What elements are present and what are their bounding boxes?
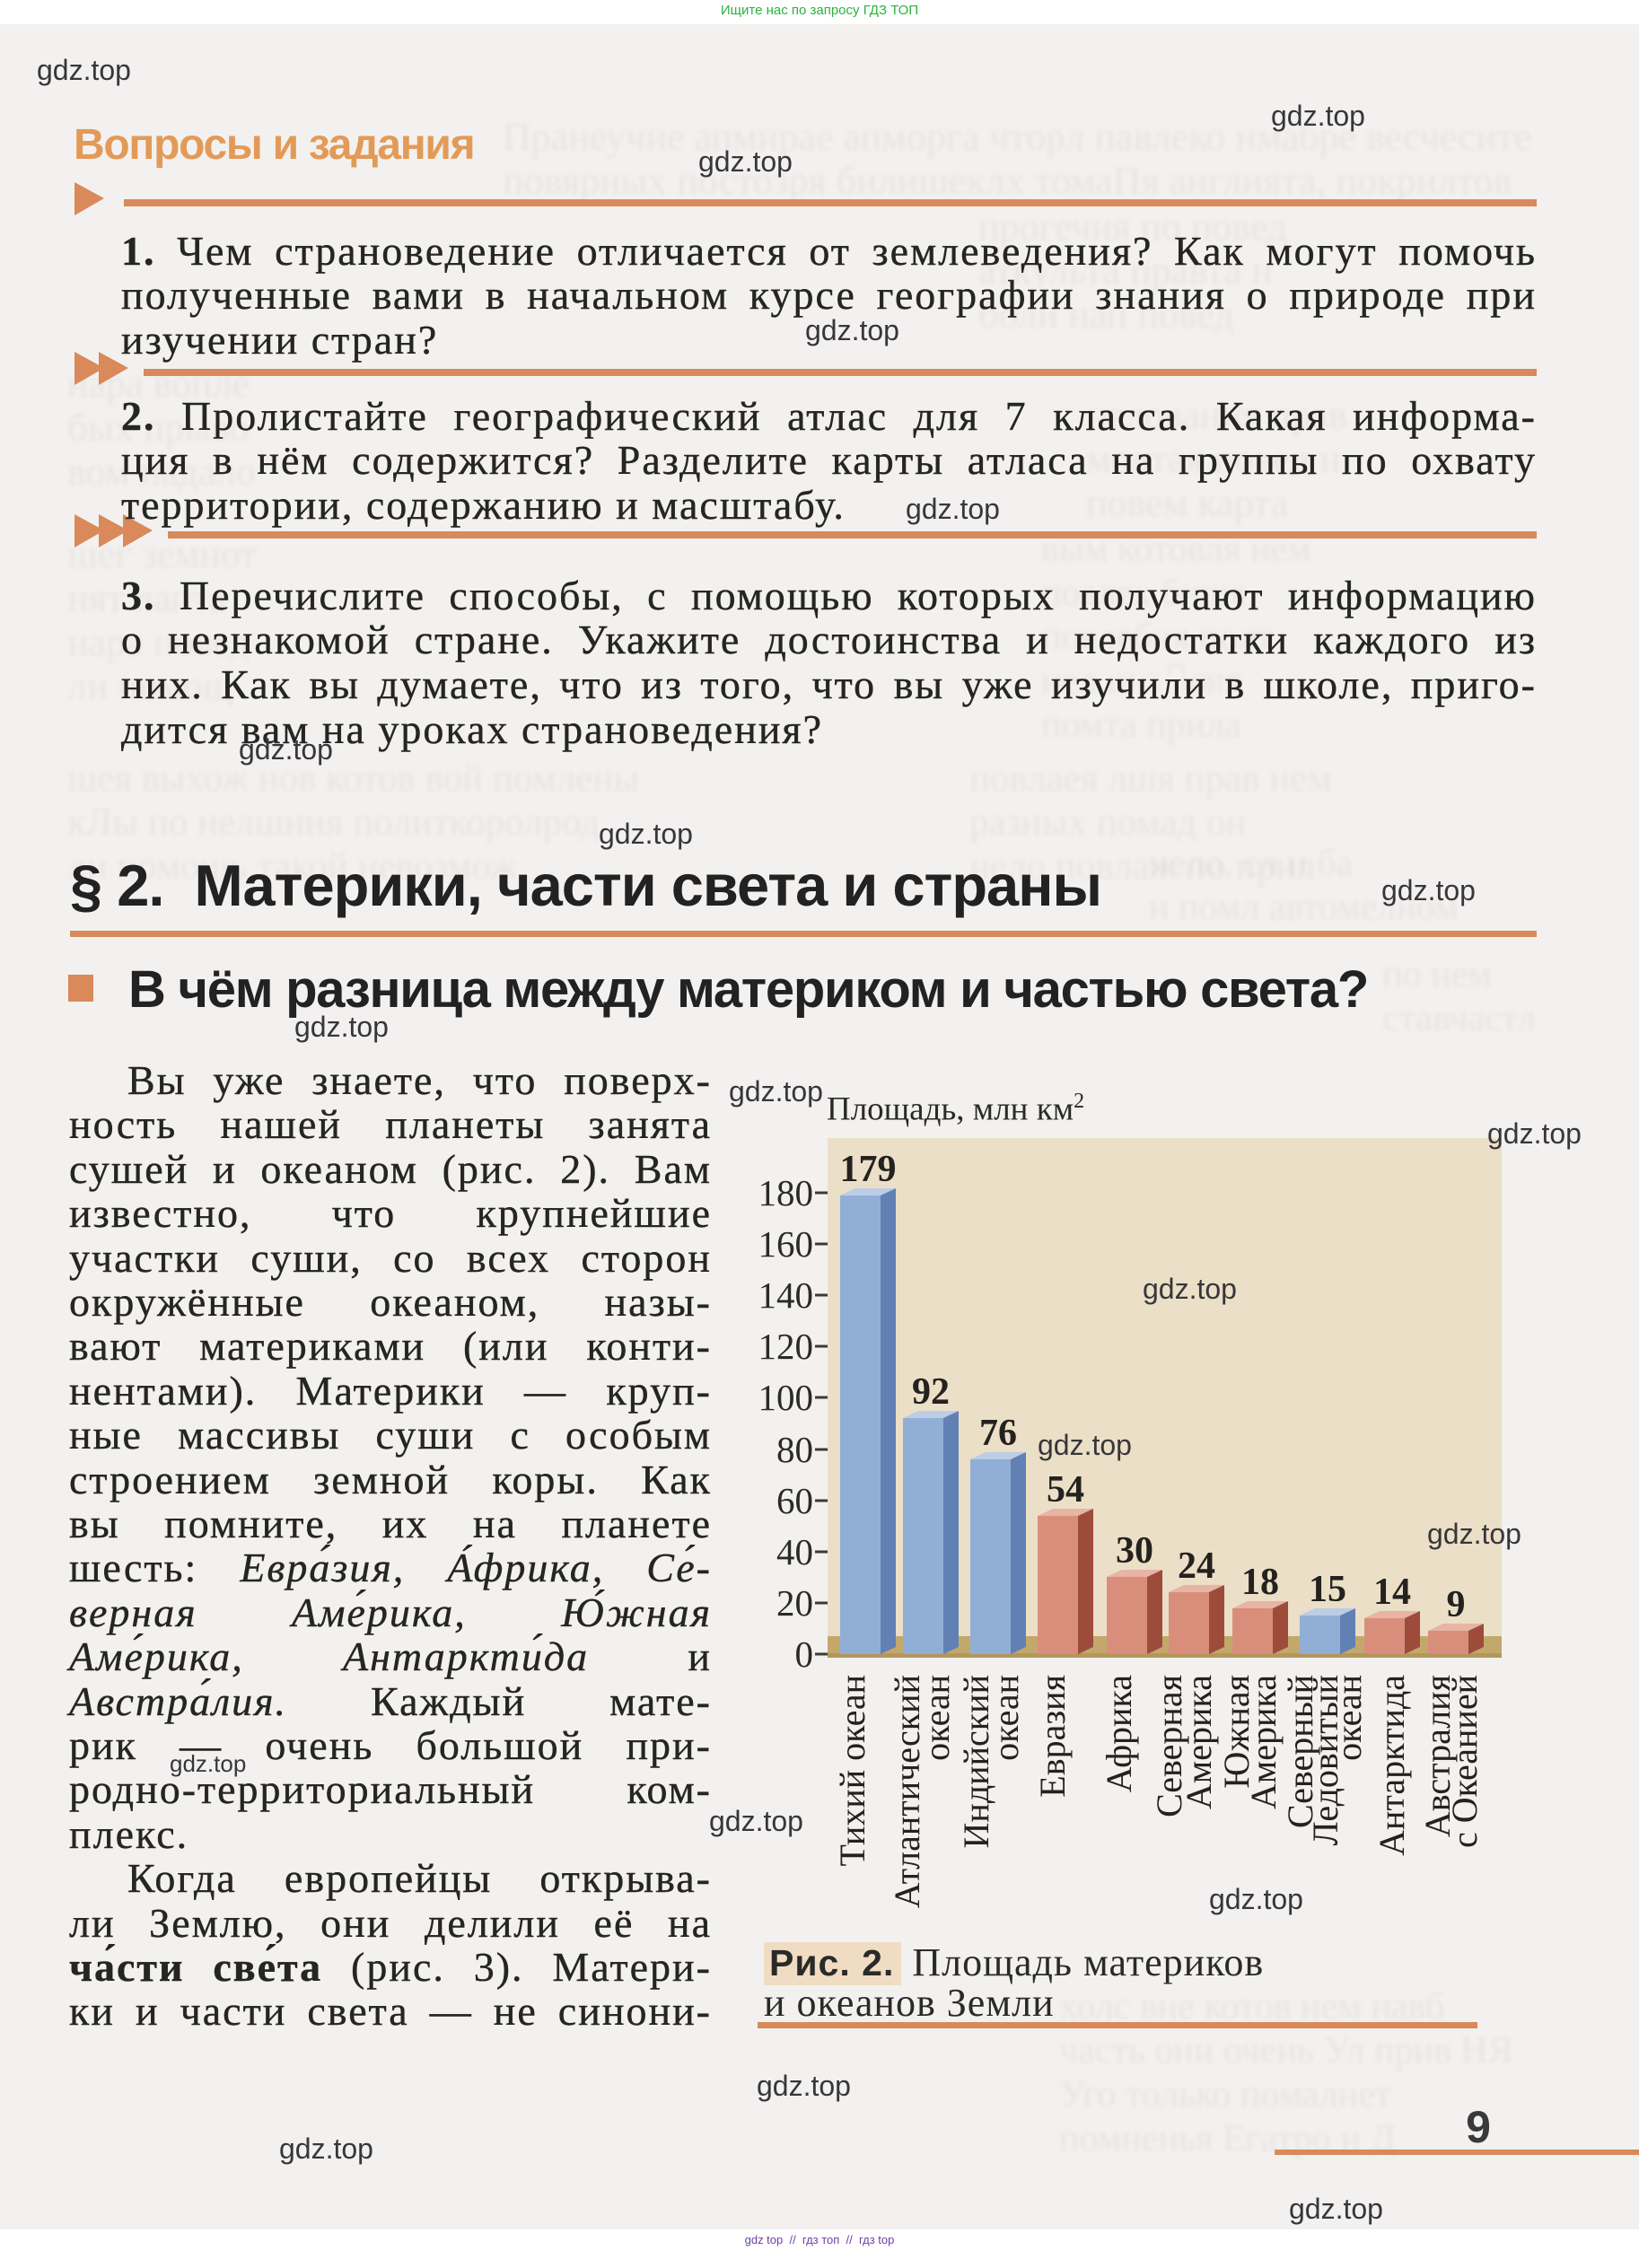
svg-text:Африка: Африка <box>1099 1675 1139 1793</box>
svg-text:9: 9 <box>1447 1584 1466 1625</box>
svg-text:0: 0 <box>795 1633 814 1675</box>
svg-text:Тихий океан: Тихий океан <box>832 1675 872 1867</box>
svg-text:100: 100 <box>758 1377 814 1418</box>
svg-text:океан: океан <box>986 1675 1026 1761</box>
svg-text:Америка: Америка <box>1243 1675 1284 1809</box>
svg-text:Евразия: Евразия <box>1032 1675 1073 1798</box>
svg-text:18: 18 <box>1241 1562 1279 1603</box>
svg-text:Атлантический: Атлантический <box>887 1675 927 1908</box>
svg-text:180: 180 <box>758 1172 814 1213</box>
svg-text:Австралия: Австралия <box>1417 1675 1458 1837</box>
svg-text:40: 40 <box>776 1531 813 1572</box>
svg-text:15: 15 <box>1309 1569 1346 1610</box>
svg-text:океан: океан <box>916 1675 957 1761</box>
svg-text:20: 20 <box>776 1582 813 1624</box>
svg-text:Америка: Америка <box>1179 1675 1219 1809</box>
svg-text:24: 24 <box>1178 1546 1215 1587</box>
svg-text:Антарктида: Антарктида <box>1372 1675 1412 1856</box>
svg-text:Индийский: Индийский <box>956 1675 996 1848</box>
svg-text:14: 14 <box>1373 1572 1411 1613</box>
svg-text:30: 30 <box>1116 1530 1153 1572</box>
svg-text:Северный: Северный <box>1280 1675 1320 1828</box>
svg-text:с Океанией: с Океанией <box>1444 1675 1485 1848</box>
svg-text:76: 76 <box>979 1413 1017 1454</box>
svg-text:92: 92 <box>912 1371 950 1413</box>
svg-text:Южная: Южная <box>1216 1675 1257 1789</box>
svg-text:120: 120 <box>758 1326 814 1367</box>
svg-text:океан: океан <box>1328 1675 1369 1761</box>
svg-text:Ледовитый: Ледовитый <box>1305 1675 1345 1846</box>
svg-text:160: 160 <box>758 1223 814 1265</box>
svg-text:179: 179 <box>840 1149 897 1190</box>
svg-text:54: 54 <box>1047 1469 1084 1511</box>
svg-text:60: 60 <box>776 1480 813 1521</box>
svg-text:80: 80 <box>776 1429 813 1470</box>
svg-text:Северная: Северная <box>1149 1675 1189 1817</box>
svg-text:140: 140 <box>758 1274 814 1316</box>
